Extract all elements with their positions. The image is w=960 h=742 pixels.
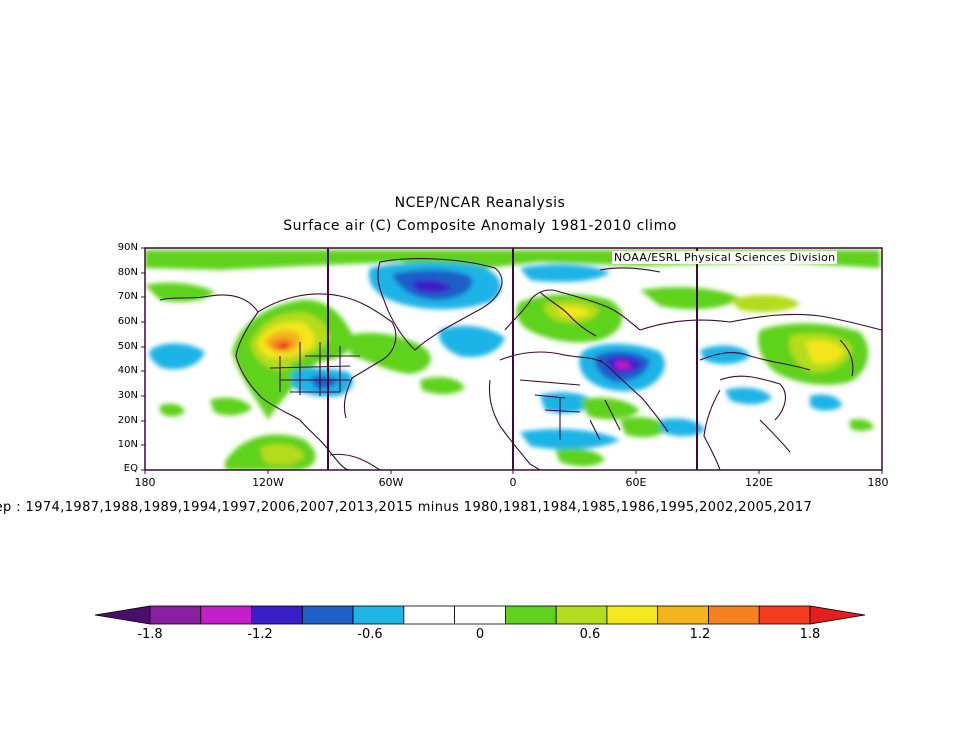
lon-label-180w: 180 [134, 476, 156, 489]
reference-lines [327, 248, 698, 470]
anomaly-region-atlantic [439, 325, 505, 358]
lat-label-eq: EQ [123, 463, 138, 474]
colorbar-swatch [454, 605, 506, 625]
lat-label-90n: 90N [117, 242, 138, 253]
lon-label-0: 0 [509, 476, 517, 489]
lon-label-60w: 60W [378, 476, 404, 489]
map-title: NCEP/NCAR Reanalysis [394, 195, 566, 211]
colorbar-label-1-8: 1.8 [799, 627, 821, 642]
lat-label-40n: 40N [117, 365, 138, 376]
credit-label: NOAA/ESRL Physical Sciences Division [612, 251, 838, 264]
axis-ticks [141, 247, 883, 474]
colorbar-swatch [301, 605, 354, 625]
anomaly-region-north-pacific [149, 343, 205, 370]
colorbar-swatch [149, 605, 202, 625]
lat-label-30n: 30N [117, 390, 138, 401]
colorbar-label-1-2: 1.2 [689, 627, 711, 642]
colorbar-swatch [606, 605, 659, 625]
anomaly-region-east-coast [350, 332, 431, 374]
lon-label-180e: 180 [867, 476, 889, 489]
colorbar-arrow-left [94, 605, 151, 625]
colorbar [94, 605, 866, 625]
lon-label-60e: 60E [625, 476, 647, 489]
lon-label-120w: 120W [252, 476, 284, 489]
lat-label-70n: 70N [117, 291, 138, 302]
colorbar-label-neg1-2: -1.2 [247, 627, 273, 642]
colorbar-label-neg1-8: -1.8 [137, 627, 163, 642]
lat-label-60n: 60N [117, 316, 138, 327]
colorbar-swatch [555, 605, 608, 625]
colorbar-swatch [758, 605, 811, 625]
map-subtitle: Surface air (C) Composite Anomaly 1981-2… [283, 218, 677, 234]
coastlines [159, 258, 882, 470]
composite-caption: Sep : 1974,1987,1988,1989,1994,1997,2006… [0, 500, 813, 515]
lat-label-80n: 80N [117, 267, 138, 278]
colorbar-swatch [352, 605, 405, 625]
colorbar-swatch [403, 605, 456, 625]
colorbar-swatch [504, 605, 557, 625]
colorbar-label-0: 0 [475, 627, 485, 642]
colorbar-swatch [657, 605, 709, 625]
colorbar-arrow-right [809, 605, 866, 625]
colorbar-swatch [708, 605, 760, 625]
lon-label-120e: 120E [745, 476, 773, 489]
lat-label-20n: 20N [117, 415, 138, 426]
colorbar-label-0-6: 0.6 [579, 627, 601, 642]
lat-label-50n: 50N [117, 341, 138, 352]
colorbar-swatch [200, 605, 252, 625]
colorbar-label-neg0-6: -0.6 [357, 627, 383, 642]
lat-label-10n: 10N [117, 439, 138, 450]
colorbar-swatch [251, 605, 303, 625]
